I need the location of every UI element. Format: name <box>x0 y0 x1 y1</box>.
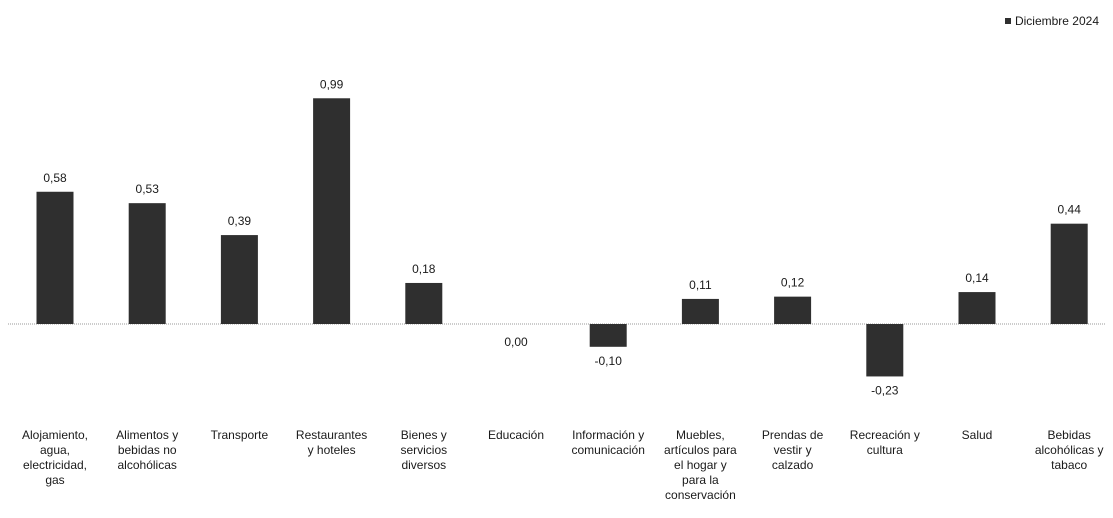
category-label: Transporte <box>210 428 269 442</box>
category-label: Muebles, artículos para el hogar y para … <box>664 428 737 502</box>
data-label: 0,53 <box>136 182 160 196</box>
data-label: 0,58 <box>43 171 67 185</box>
bar <box>220 235 258 324</box>
data-label: 0,11 <box>689 278 712 292</box>
data-label: 0,44 <box>1058 203 1082 217</box>
data-label: 0,18 <box>412 262 436 276</box>
category-label: Información y comunicación <box>571 428 645 457</box>
bar <box>589 324 627 347</box>
bar <box>681 298 719 324</box>
bar <box>958 292 996 324</box>
category-label: Recreación y cultura <box>849 428 920 457</box>
category-label: Restaurantes y hoteles <box>295 428 368 457</box>
category-label: Prendas de vestir y calzado <box>761 428 824 472</box>
category-label: Educación <box>487 428 545 442</box>
legend-swatch <box>1004 18 1011 24</box>
bar <box>313 98 351 324</box>
data-label: 0,99 <box>320 77 344 91</box>
data-label: -0,10 <box>595 354 623 368</box>
category-label: Salud <box>961 428 993 442</box>
bar <box>1050 223 1088 324</box>
data-label: 0,39 <box>228 214 252 228</box>
bar <box>128 203 166 324</box>
data-label: 0,12 <box>781 276 805 290</box>
category-label: Bienes y servicios diversos <box>400 428 448 472</box>
legend: Diciembre 2024 <box>1004 14 1099 28</box>
data-label: 0,14 <box>965 271 989 285</box>
bar <box>774 296 812 324</box>
category-label: Bebidas alcohólicas y tabaco <box>1034 428 1104 472</box>
category-label: Alimentos y bebidas no alcohólicas <box>116 428 179 472</box>
legend-label: Diciembre 2024 <box>1014 14 1099 28</box>
data-label: 0,00 <box>504 335 528 349</box>
data-label: -0,23 <box>871 383 899 397</box>
bar <box>866 324 904 377</box>
bar <box>36 191 74 324</box>
category-label: Alojamiento, agua, electricidad, gas <box>21 428 89 487</box>
bar <box>405 282 443 324</box>
